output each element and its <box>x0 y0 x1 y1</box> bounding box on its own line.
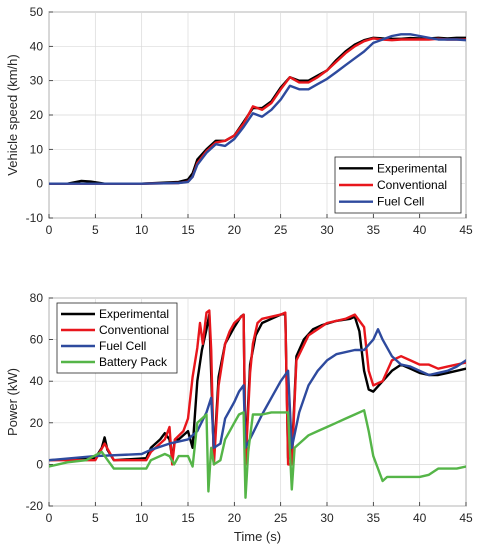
series-group <box>49 309 466 499</box>
x-tick-label: 15 <box>181 223 195 237</box>
x-tick-label: 45 <box>459 223 473 237</box>
series-line-fuel-cell <box>49 33 466 185</box>
x-axis-label: Time (s) <box>234 529 281 544</box>
y-tick-label: 20 <box>30 108 44 122</box>
x-tick-label: 10 <box>135 511 149 525</box>
legend-label: Conventional <box>99 323 169 337</box>
x-tick-label: 25 <box>274 511 288 525</box>
x-tick-label: 25 <box>274 223 288 237</box>
y-tick-label: -20 <box>26 499 44 513</box>
y-tick-label: 10 <box>30 142 44 156</box>
legend-label: Experimental <box>99 307 169 321</box>
x-tick-label: 5 <box>92 223 99 237</box>
y-tick-label: -10 <box>26 211 44 225</box>
x-tick-label: 30 <box>320 511 334 525</box>
legend: Experimental Conventional Fuel Cell <box>334 156 462 214</box>
x-tick-label: 15 <box>181 511 195 525</box>
series-group <box>49 33 466 185</box>
y-axis-label: Vehicle speed (km/h) <box>5 54 20 175</box>
y-tick-label: 30 <box>30 74 44 88</box>
x-tick-label: 40 <box>413 511 427 525</box>
x-tick-label: 0 <box>46 223 53 237</box>
y-tick-label: 80 <box>30 291 44 305</box>
series-line-battery-pack <box>49 409 466 499</box>
x-tick-label: 30 <box>320 223 334 237</box>
x-tick-label: 40 <box>413 223 427 237</box>
y-axis-label: Power (kW) <box>5 368 20 436</box>
y-tick-label: 50 <box>30 5 44 19</box>
x-tick-label: 20 <box>228 511 242 525</box>
y-tick-label: 0 <box>36 177 43 191</box>
legend-label: Fuel Cell <box>99 339 146 353</box>
y-tick-label: 0 <box>36 457 43 471</box>
x-tick-label: 10 <box>135 223 149 237</box>
x-tick-label: 0 <box>46 511 53 525</box>
legend-label: Experimental <box>377 161 447 175</box>
x-tick-label: 35 <box>367 223 381 237</box>
legend-label: Fuel Cell <box>377 195 424 209</box>
x-tick-label: 35 <box>367 511 381 525</box>
x-tick-label: 20 <box>228 223 242 237</box>
legend: Experimental Conventional Fuel Cell Battery… <box>56 302 178 374</box>
legend-label: Battery Pack <box>99 355 168 369</box>
y-tick-label: 60 <box>30 333 44 347</box>
y-tick-label: 40 <box>30 39 44 53</box>
x-tick-label: 5 <box>92 511 99 525</box>
y-tick-label: 40 <box>30 374 44 388</box>
y-tick-label: 20 <box>30 416 44 430</box>
chart-panel-1: 0 5 10 15 20 25 30 35 40 45-1001020304050Vehicle … <box>5 5 473 237</box>
x-tick-label: 45 <box>459 511 473 525</box>
legend-label: Conventional <box>377 178 447 192</box>
